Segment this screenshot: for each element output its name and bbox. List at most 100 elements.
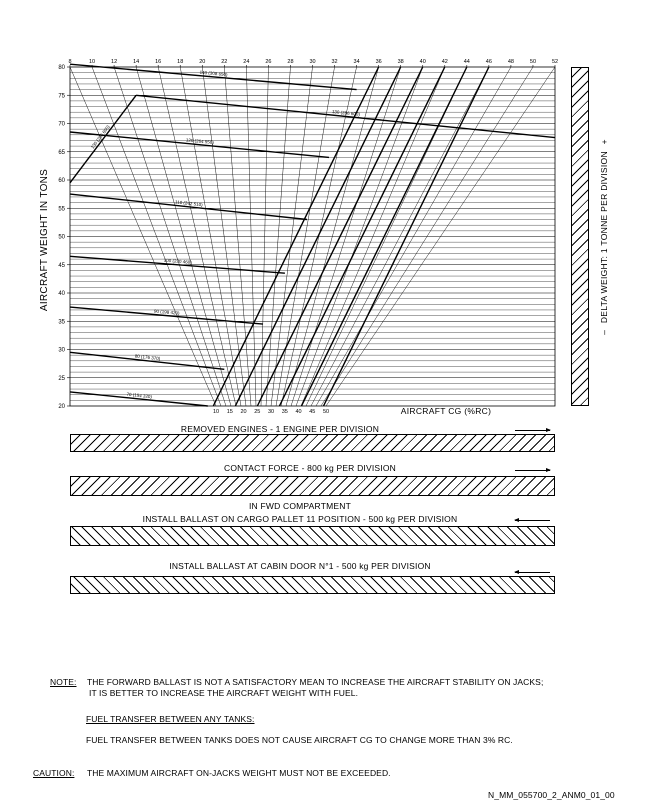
top-tick-label: 20	[199, 59, 205, 65]
cg-fan-line	[280, 66, 357, 407]
delta-weight-bar	[571, 67, 589, 406]
weight-limit-label: 130 (286 600)	[90, 124, 111, 150]
top-tick-label: 50	[530, 59, 536, 65]
top-tick-label: 16	[155, 59, 161, 65]
y-axis-label: AIRCRAFT WEIGHT IN TONS	[39, 169, 50, 311]
top-tick-label: 12	[111, 59, 117, 65]
top-tick-label: 14	[133, 59, 139, 65]
bar-label-contact-force: CONTACT FORCE - 800 kg PER DIVISION	[224, 463, 396, 473]
top-tick-label: 38	[398, 59, 404, 65]
bar-cabin-door-ballast	[70, 576, 555, 594]
top-tick-label: 36	[376, 59, 382, 65]
top-tick-label: 8	[68, 59, 71, 65]
weight-limit-line	[69, 391, 208, 407]
top-tick-label: 32	[331, 59, 337, 65]
cg-fan-line	[202, 66, 247, 407]
bar-contact-force	[70, 476, 555, 496]
y-tick-label: 40	[58, 291, 65, 297]
cg-limit-line	[212, 66, 380, 407]
cg-fan-line	[325, 66, 556, 407]
top-tick-label: 28	[287, 59, 293, 65]
cg-fan-line	[310, 66, 490, 407]
arrow-left-icon	[514, 518, 550, 522]
top-tick-label: 18	[177, 59, 183, 65]
bottom-tick-label: 35	[282, 409, 288, 415]
cg-fan-line	[265, 66, 291, 407]
cg-limit-line	[256, 66, 424, 407]
cg-weight-chart: 70 (154 320) 80 (176 370) 90 (198 420) 100 …	[39, 59, 558, 416]
weight-limit-line	[69, 131, 330, 159]
cg-fan-line	[285, 66, 379, 407]
weight-limit-line	[69, 351, 225, 370]
cg-limit-line	[278, 66, 446, 407]
top-tick-label: 42	[442, 59, 448, 65]
weight-limit-label: 110 (242 510)	[175, 199, 204, 207]
cg-fan-line	[91, 66, 222, 407]
fuel-text: FUEL TRANSFER BETWEEN TANKS DOES NOT CAU…	[86, 735, 513, 745]
bar-label-cabin-door-ballast: INSTALL BALLAST AT CABIN DOOR N°1 - 500 …	[169, 561, 431, 571]
caution-text: THE MAXIMUM AIRCRAFT ON-JACKS WEIGHT MUS…	[87, 768, 391, 778]
bar-label-fwd-compartment: IN FWD COMPARTMENT	[249, 501, 351, 511]
y-tick-label: 25	[58, 376, 65, 382]
weight-limit-line	[69, 255, 285, 274]
weight-limit-label: 90 (198 420)	[154, 309, 180, 316]
bottom-tick-label: 25	[254, 409, 260, 415]
weight-limit-line	[69, 306, 263, 325]
footer-id: N_MM_055700_2_ANM0_01_00	[488, 790, 615, 800]
y-tick-label: 75	[58, 93, 65, 99]
y-tick-label: 70	[58, 122, 65, 128]
x-axis-label: AIRCRAFT CG (%RC)	[401, 406, 491, 416]
cg-fan-line	[113, 66, 227, 407]
weight-limit-line	[69, 63, 357, 91]
cg-fan-line	[224, 66, 252, 407]
y-tick-label: 30	[58, 348, 65, 354]
weight-limit-label: 140 (308 650)	[199, 70, 228, 78]
delta-minus: –	[599, 329, 609, 335]
weight-limit-label: 120 (264 550)	[186, 137, 215, 145]
arrow-right-icon	[515, 468, 551, 472]
weight-limit-line	[69, 94, 137, 184]
bar-cargo-ballast	[70, 526, 555, 546]
y-tick-label: 55	[58, 206, 65, 212]
y-tick-label: 20	[58, 404, 65, 410]
top-tick-label: 22	[221, 59, 227, 65]
y-tick-label: 50	[58, 235, 65, 241]
cg-fan-line	[275, 66, 335, 407]
y-tick-label: 45	[58, 263, 65, 269]
y-tick-label: 65	[58, 150, 65, 156]
y-tick-label: 35	[58, 319, 65, 325]
bottom-tick-label: 50	[323, 409, 329, 415]
bar-removed-engines	[70, 434, 555, 452]
top-tick-label: 40	[420, 59, 426, 65]
bottom-tick-label: 15	[227, 409, 233, 415]
bar-label-engines: REMOVED ENGINES - 1 ENGINE PER DIVISION	[180, 424, 380, 434]
top-tick-label: 52	[552, 59, 558, 65]
top-tick-label: 26	[265, 59, 271, 65]
note-label: NOTE:	[50, 677, 77, 687]
weight-limit-line	[69, 193, 308, 221]
weight-limit-label: 100 (220 460)	[164, 258, 193, 265]
delta-weight-label: DELTA WEIGHT: 1 TONNE PER DIVISION	[599, 150, 609, 323]
bottom-tick-label: 40	[295, 409, 301, 415]
cg-fan-line	[180, 66, 242, 407]
cg-limit-line	[300, 66, 468, 407]
note-line2: IT IS BETTER TO INCREASE THE AIRCRAFT WE…	[89, 688, 359, 698]
cg-fan-line	[315, 66, 512, 407]
cg-fan-line	[295, 66, 423, 407]
delta-weight-label-group: – DELTA WEIGHT: 1 TONNE PER DIVISION +	[598, 67, 610, 406]
bottom-tick-label: 10	[213, 409, 219, 415]
y-tick-label: 80	[58, 65, 65, 71]
fuel-heading: FUEL TRANSFER BETWEEN ANY TANKS:	[86, 714, 255, 724]
cg-fan-line	[135, 66, 232, 407]
caution-label: CAUTION:	[33, 768, 75, 778]
weight-limit-label: 70 (154 320)	[126, 392, 152, 400]
arrow-left-icon	[514, 570, 550, 574]
note-line1: THE FORWARD BALLAST IS NOT A SATISFACTOR…	[87, 677, 544, 687]
bottom-tick-label: 20	[240, 409, 246, 415]
top-tick-label: 24	[243, 59, 249, 65]
cg-limit-line	[234, 66, 402, 407]
cg-fan-line	[69, 66, 217, 407]
bottom-tick-label: 45	[309, 409, 315, 415]
top-tick-label: 48	[508, 59, 514, 65]
cg-fan-line	[246, 66, 257, 407]
